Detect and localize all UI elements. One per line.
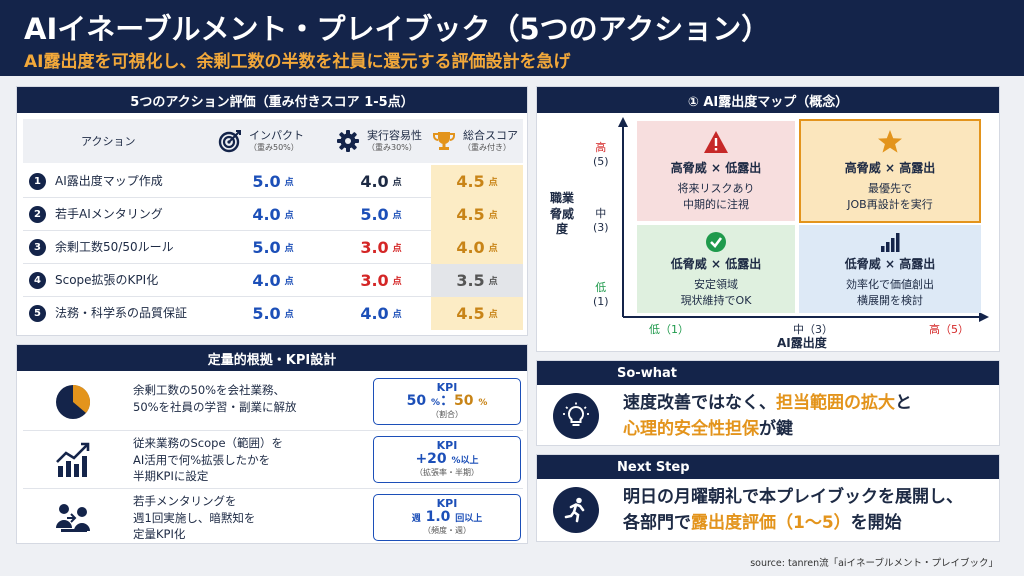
- kpi-row: 若手メンタリングを 週1回実施し、暗黙知を 定量KPI化 KPI 週 1.0 回…: [23, 489, 523, 547]
- impact-score: 5.0 点: [252, 238, 294, 257]
- so-what-title: So-what: [537, 361, 999, 385]
- header: AIイネーブルメント・プレイブック（5つのアクション） AI露出度を可視化し、余…: [0, 0, 1024, 76]
- total-score: 4.5 点: [431, 198, 523, 231]
- ease-score: 4.0 点: [360, 304, 402, 323]
- kpi-title: 定量的根拠・KPI設計: [17, 345, 527, 371]
- total-score: 4.5 点: [431, 165, 523, 198]
- action-name: AI露出度マップ作成: [55, 174, 163, 188]
- action-name: Scope拡張のKPI化: [55, 273, 159, 287]
- map-title: ① AI露出度マップ（概念）: [537, 87, 999, 113]
- action-name: 若手AIメンタリング: [55, 207, 163, 221]
- target-icon: [217, 128, 243, 154]
- quadrant-low-threat-high-exposure: 低脅威 × 高露出 効率化で価値創出 横展開を検討: [799, 225, 981, 313]
- pie-chart-icon: [53, 382, 93, 422]
- kpi-box: KPI 50 %：50 % （割合）: [373, 378, 521, 425]
- gear-icon: [335, 128, 361, 154]
- next-step-message: 明日の月曜朝礼で本プレイブックを展開し、 各部門で露出度評価（1〜5）を開始: [623, 487, 963, 534]
- impact-score: 4.0 点: [252, 205, 294, 224]
- total-score: 4.0 点: [431, 231, 523, 264]
- row-number: 1: [29, 173, 46, 190]
- ease-score: 4.0 点: [360, 172, 402, 191]
- page-title: AIイネーブルメント・プレイブック（5つのアクション）: [24, 12, 771, 46]
- kpi-description: 従来業務のScope（範囲）を AI活用で何%拡張したかを 半期KPIに設定: [133, 436, 284, 484]
- col-action-header: アクション: [81, 135, 136, 148]
- action-name: 余剰工数50/50ルール: [55, 240, 174, 254]
- table-row: 1 AI露出度マップ作成 5.0 点 4.0 点 4.5 点: [23, 165, 523, 198]
- col-impact-header: インパクト （重み50%）: [217, 119, 304, 163]
- running-person-icon: [553, 487, 599, 533]
- col-total-header: 総合スコア （重み付き）: [431, 119, 518, 163]
- kpi-box: KPI 週 1.0 回以上 （頻度・週）: [373, 494, 521, 541]
- ease-score: 5.0 点: [360, 205, 402, 224]
- x-tick-low: 低（1）: [649, 323, 689, 336]
- total-score: 3.5 点: [431, 264, 523, 297]
- y-tick-high: 高 (5): [593, 141, 609, 169]
- total-score: 4.5 点: [431, 297, 523, 330]
- x-axis-label: AI露出度: [777, 336, 827, 350]
- ease-score: 3.0 点: [360, 271, 402, 290]
- kpi-description: 若手メンタリングを 週1回実施し、暗黙知を 定量KPI化: [133, 494, 256, 542]
- y-axis-label: 職業脅威度: [549, 191, 574, 237]
- action-name: 法務・科学系の品質保証: [55, 306, 188, 320]
- col-ease-header: 実行容易性 （重み30%）: [335, 119, 422, 163]
- page-subtitle: AI露出度を可視化し、余剰工数の半数を社員に還元する評価設計を急げ: [24, 52, 571, 72]
- y-tick-mid: 中 (3): [593, 207, 609, 235]
- x-tick-mid: 中（3）: [793, 323, 833, 336]
- exposure-map-panel: ① AI露出度マップ（概念） 職業脅威度 高 (5) 中 (3) 低 (1) 低（1）…: [536, 86, 1000, 352]
- trophy-icon: [431, 128, 457, 154]
- quadrant-high-threat-high-exposure: 高脅威 × 高露出 最優先で JOB再設計を実行: [799, 119, 981, 223]
- warning-icon: [703, 129, 729, 155]
- y-tick-low: 低 (1): [593, 281, 609, 309]
- table-row: 2 若手AIメンタリング 4.0 点 5.0 点 4.5 点: [23, 198, 523, 231]
- map-axes: [618, 117, 989, 322]
- check-icon: [705, 231, 727, 253]
- row-number: 4: [29, 272, 46, 289]
- so-what-panel: So-what 速度改善ではなく、担当範囲の拡大と 心理的安全性担保が鍵: [536, 360, 1000, 446]
- row-number: 2: [29, 206, 46, 223]
- kpi-panel: 定量的根拠・KPI設計 余剰工数の50%を会社業務、 50%を社員の学習・副業に…: [16, 344, 528, 544]
- so-what-message: 速度改善ではなく、担当範囲の拡大と 心理的安全性担保が鍵: [623, 393, 912, 440]
- row-number: 5: [29, 305, 46, 322]
- next-step-title: Next Step: [537, 455, 999, 479]
- bar-chart-icon: [879, 231, 901, 253]
- table-row: 4 Scope拡張のKPI化 4.0 点 3.0 点 3.5 点: [23, 264, 523, 297]
- quadrant-high-threat-low-exposure: 高脅威 × 低露出 将来リスクあり 中期的に注視: [637, 121, 795, 221]
- kpi-row: 余剰工数の50%を会社業務、 50%を社員の学習・副業に解放 KPI 50 %：…: [23, 373, 523, 431]
- impact-score: 4.0 点: [252, 271, 294, 290]
- ease-score: 3.0 点: [360, 238, 402, 257]
- kpi-description: 余剰工数の50%を会社業務、 50%を社員の学習・副業に解放: [133, 383, 297, 414]
- next-step-panel: Next Step 明日の月曜朝礼で本プレイブックを展開し、 各部門で露出度評価…: [536, 454, 1000, 542]
- quadrant-low-threat-low-exposure: 低脅威 × 低露出 安定領域 現状維持でOK: [637, 225, 795, 313]
- actions-table-title: 5つのアクション評価（重み付きスコア 1-5点）: [17, 87, 527, 113]
- source-note: source: tanren流「aiイネーブルメント・プレイブック」: [750, 558, 998, 569]
- lightbulb-icon: [553, 393, 599, 439]
- mentoring-icon: [53, 498, 93, 538]
- kpi-box: KPI +20 %以上 （拡張率・半期）: [373, 436, 521, 483]
- actions-table-panel: 5つのアクション評価（重み付きスコア 1-5点） アクション インパクト （重み5…: [16, 86, 528, 336]
- x-tick-high: 高（5）: [929, 323, 969, 336]
- table-row: 5 法務・科学系の品質保証 5.0 点 4.0 点 4.5 点: [23, 297, 523, 330]
- growth-chart-icon: [53, 440, 93, 480]
- row-number: 3: [29, 239, 46, 256]
- table-header: アクション インパクト （重み50%） 実行容易性 （重み30%） 総合スコア （重み…: [23, 119, 523, 163]
- kpi-row: 従来業務のScope（範囲）を AI活用で何%拡張したかを 半期KPIに設定 K…: [23, 431, 523, 489]
- star-icon: [877, 129, 903, 155]
- impact-score: 5.0 点: [252, 304, 294, 323]
- table-row: 3 余剰工数50/50ルール 5.0 点 3.0 点 4.0 点: [23, 231, 523, 264]
- impact-score: 5.0 点: [252, 172, 294, 191]
